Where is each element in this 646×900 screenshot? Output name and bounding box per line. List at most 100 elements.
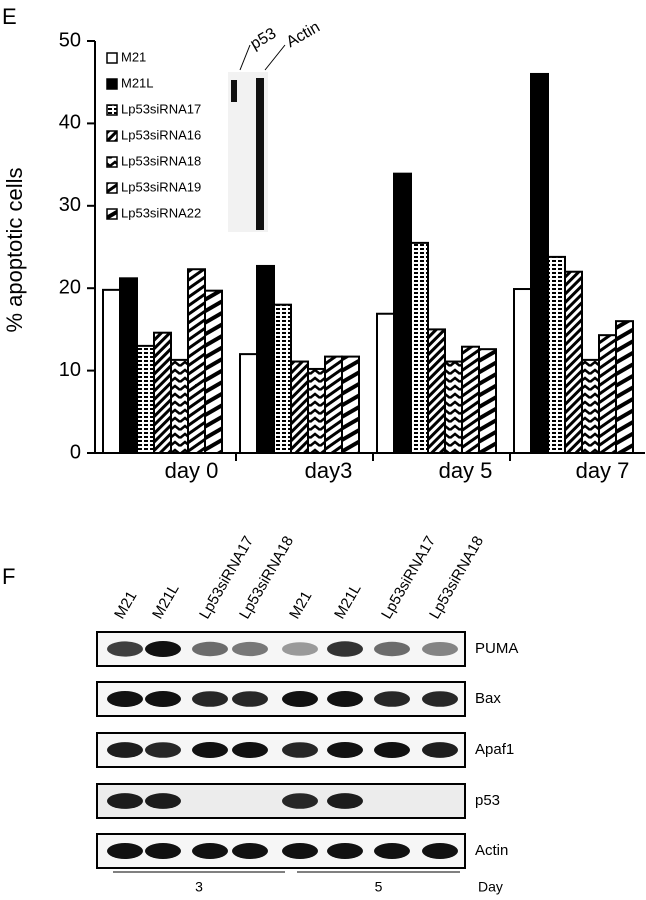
blot-band [282,691,318,707]
blot-band [327,793,363,809]
blot-band [145,641,181,657]
blot-band [282,742,318,758]
bar [307,367,326,454]
bar [410,241,429,454]
legend-swatch [106,52,118,64]
bar [513,288,532,454]
lane-label: M21L [331,581,364,622]
bar [461,345,480,455]
y-tick-label: 10 [59,359,81,381]
blot-label: p53 [475,792,500,809]
lane-label: M21 [111,588,140,622]
blot-band [327,742,363,758]
bar [204,289,223,454]
blot-band [282,793,318,809]
legend-swatch [106,104,118,116]
blot-band [422,642,458,656]
legend-swatch [106,130,118,142]
blot-band [145,843,181,859]
blot-band [422,691,458,707]
bar [478,348,497,454]
panel-label: E [2,4,17,29]
bar [547,255,566,454]
blot-band [374,843,410,859]
bar [341,355,360,455]
bar [393,172,412,454]
legend-swatch [106,156,118,168]
blot-label: PUMA [475,640,518,657]
legend-label: Lp53siRNA22 [121,205,201,220]
bar [136,344,155,455]
bar [376,312,395,454]
bar [598,334,617,454]
bar [119,277,138,455]
bar [256,264,275,454]
inset-line [264,44,286,71]
legend-label: M21 [121,49,146,64]
blot-band [232,843,268,859]
blot-band [145,793,181,809]
blot-label: Bax [475,690,501,707]
blot-band [422,742,458,758]
inset-label: Actin [284,19,323,52]
lane-label: M21L [149,581,182,622]
group-axis-label: Day [478,879,503,895]
bar [273,303,292,454]
inset-label: p53 [248,25,280,53]
y-tick-label: 50 [59,29,81,51]
bar [581,358,600,454]
blot-label: Apaf1 [475,741,514,758]
y-tick-label: 40 [59,112,81,134]
blot-band [232,691,268,707]
blot-label: Actin [475,842,508,859]
x-tick-label: day 0 [165,458,219,483]
blot-band [145,691,181,707]
group-label: 5 [375,879,383,895]
legend-swatch [106,78,118,90]
y-tick-label: 0 [70,441,81,463]
blot-band [374,742,410,758]
blot-band [327,641,363,657]
bar [290,360,309,455]
blot-band [282,642,318,656]
bar [239,353,258,454]
group-label: 3 [195,879,203,895]
lane-label: M21 [286,588,315,622]
blot-band [231,80,237,102]
legend-label: Lp53siRNA19 [121,179,201,194]
blot-band [107,641,143,657]
bar [102,288,121,454]
bar [324,355,343,455]
blot-band [282,843,318,859]
panel-label: F [2,564,15,589]
y-tick-label: 30 [59,194,81,216]
legend-swatch [106,208,118,220]
blot-band [374,641,410,657]
bar [530,72,549,455]
blot-band [192,742,228,758]
bar [187,268,206,454]
y-tick-label: 20 [59,276,81,298]
bar [427,328,446,454]
blot-band [327,843,363,859]
bar [615,320,634,454]
blot-band [107,793,143,809]
blot-band [232,641,268,657]
x-tick-label: day 5 [439,458,493,483]
x-tick-label: day 7 [576,458,630,483]
blot-band [145,742,181,758]
blot-band [107,843,143,859]
blot-band [192,641,228,657]
blot-band [374,691,410,707]
blot-band [232,742,268,758]
y-axis-label: % apoptotic cells [2,167,27,332]
legend-swatch [106,182,118,194]
blot-band [107,691,143,707]
x-tick-label: day3 [305,458,353,483]
blot-band [422,843,458,859]
bar [444,360,463,455]
blot-band [192,691,228,707]
blot-band [327,691,363,707]
legend-label: Lp53siRNA16 [121,127,201,142]
